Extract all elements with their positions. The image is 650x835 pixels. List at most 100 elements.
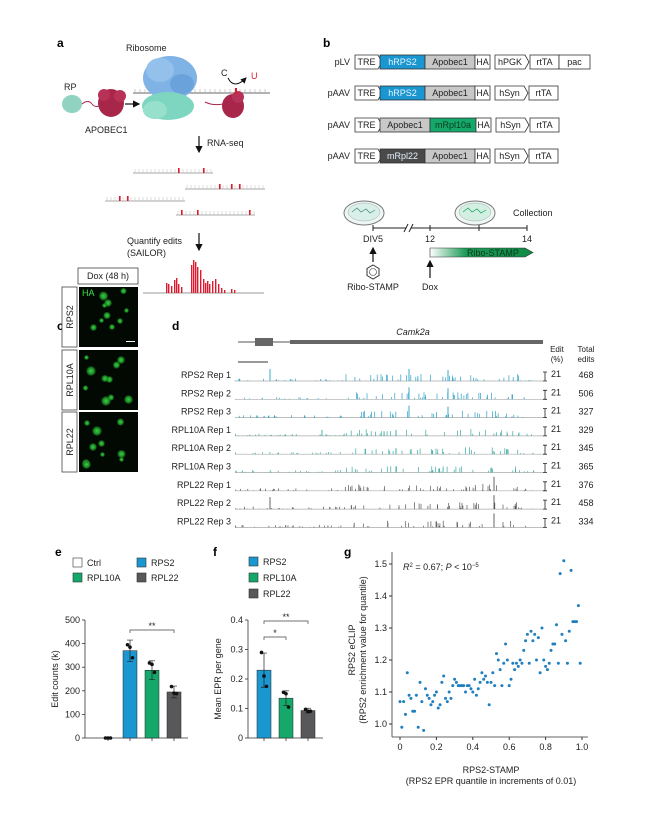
construct-part-label: mRpl10a — [435, 120, 471, 130]
scatter-point — [418, 680, 422, 684]
scatter-point — [493, 684, 497, 688]
data-point — [128, 645, 132, 649]
y-tick-label: 0 — [238, 733, 243, 743]
scatter-point — [505, 658, 509, 662]
scatter-point — [467, 684, 471, 688]
neuron-cell — [116, 418, 124, 426]
edit-mark — [181, 210, 183, 215]
ribo-stamp-label: Ribo-STAMP — [347, 282, 399, 292]
edit-scale-value: 21 — [551, 424, 561, 434]
scale-bracket-icon — [543, 518, 547, 528]
construct-paav: pAAV TRE mRpl22 Apobec1 HA hSyn rtTA — [328, 148, 559, 164]
apobec1-label: APOBEC1 — [85, 125, 128, 135]
sailor-label: (SAILOR) — [127, 248, 166, 258]
total-edits-value: 334 — [578, 516, 593, 526]
legend-label: Ctrl — [87, 558, 101, 568]
scatter-point — [487, 703, 491, 707]
construct-part-label: pac — [567, 57, 582, 67]
track-row: RPS2 Rep 2 21 506 — [181, 387, 594, 400]
construct-part-label: HA — [476, 151, 489, 161]
scatter-point — [536, 636, 540, 640]
virus-particle-icon — [366, 264, 380, 280]
construct-part-label: Apobec1 — [432, 57, 468, 67]
scatter-point — [494, 652, 498, 656]
edit-scale-value: 21 — [551, 406, 561, 416]
rnaseq-label: RNA-seq — [207, 138, 244, 148]
track-label: RPL10A Rep 1 — [171, 425, 231, 435]
track-row: RPL10A Rep 2 21 345 — [171, 442, 594, 455]
scatter-point — [476, 687, 480, 691]
scale-bar — [126, 340, 135, 342]
y-tick-label: 0.2 — [230, 674, 243, 684]
edit-scale-value: 21 — [551, 497, 561, 507]
scatter-point — [434, 690, 438, 694]
edit-histogram-bar — [195, 262, 197, 293]
scatter-point — [533, 632, 537, 636]
neuron-cell — [123, 308, 129, 314]
y-axis-title: Mean EPR per gene — [213, 638, 223, 720]
neuron-cell — [118, 457, 124, 463]
scatter-point — [576, 604, 580, 608]
edit-mark — [197, 210, 199, 215]
construct-part-label: HA — [477, 120, 490, 130]
scatter-point — [504, 642, 508, 646]
timeline-div5: DIV5 — [363, 234, 383, 244]
construct-part — [475, 117, 492, 133]
construct-part-label: hSyn — [499, 151, 520, 161]
neuron-cell — [90, 324, 97, 331]
panel-letter-f: f — [213, 545, 218, 559]
edit-histogram-bar — [168, 284, 170, 293]
neuron-cell — [107, 394, 115, 401]
scatter-point — [442, 674, 446, 678]
data-point — [103, 736, 108, 740]
construct-part — [474, 148, 491, 164]
scatter-point — [496, 658, 500, 662]
neuron-cell — [117, 449, 126, 459]
row-label-rpl10a: RPL10A — [65, 363, 75, 397]
panel-c-labels: Dox (48 h) RPS2 RPL10A RPL22 — [61, 267, 139, 473]
construct-part — [474, 54, 491, 70]
u-label: U — [251, 71, 258, 81]
scale-bracket-icon — [543, 463, 547, 473]
y-tick-label: 1.3 — [374, 623, 387, 633]
neuron-cell — [123, 395, 133, 404]
ribo-stamp-bar-label: Ribo-STAMP — [467, 248, 519, 258]
scatter-point — [518, 658, 522, 662]
scatter-point — [578, 661, 582, 665]
ribosome-label: Ribosome — [126, 43, 167, 53]
y-tick-label: 1.4 — [374, 591, 387, 601]
total-edits-value: 327 — [578, 407, 593, 417]
total-edits-value: 345 — [578, 443, 593, 453]
legend-label: RPL22 — [151, 573, 179, 583]
scatter-point — [454, 680, 458, 684]
total-header-2: edits — [578, 355, 595, 364]
edit-mark — [178, 168, 180, 173]
x-tick-label: 0.4 — [467, 742, 480, 752]
scatter-point — [520, 661, 524, 665]
y-tick-label: 1.5 — [374, 559, 387, 569]
sequencing-read — [105, 196, 185, 202]
legend-swatch — [72, 557, 83, 568]
legend-swatch — [136, 572, 147, 583]
scatter-point — [491, 671, 495, 675]
track-label: RPS2 Rep 1 — [181, 370, 231, 380]
edit-mark — [249, 210, 251, 215]
edit-scale-value: 21 — [551, 461, 561, 471]
micrograph-rpl10a — [79, 350, 138, 410]
edit-histogram-bar — [181, 287, 183, 293]
construct-plv: pLV TRE hRPS2 Apobec1 HA hPGK rtTA pac — [335, 54, 591, 70]
data-point — [308, 709, 313, 713]
scatter-point — [514, 661, 518, 665]
promoter-arrow-icon — [494, 54, 530, 70]
scatter-point — [553, 642, 557, 646]
scatter-point — [547, 661, 551, 665]
x-tick-label: 0.2 — [430, 742, 443, 752]
micrograph-rps2: HA — [79, 287, 138, 347]
significance-bracket — [263, 620, 309, 624]
scale-bracket-icon — [543, 444, 547, 455]
neuron-cell — [113, 361, 121, 369]
scale-bracket-icon — [543, 389, 547, 400]
data-point — [125, 642, 130, 647]
y-tick-label: 0.4 — [230, 615, 243, 625]
scatter-point — [449, 696, 453, 700]
